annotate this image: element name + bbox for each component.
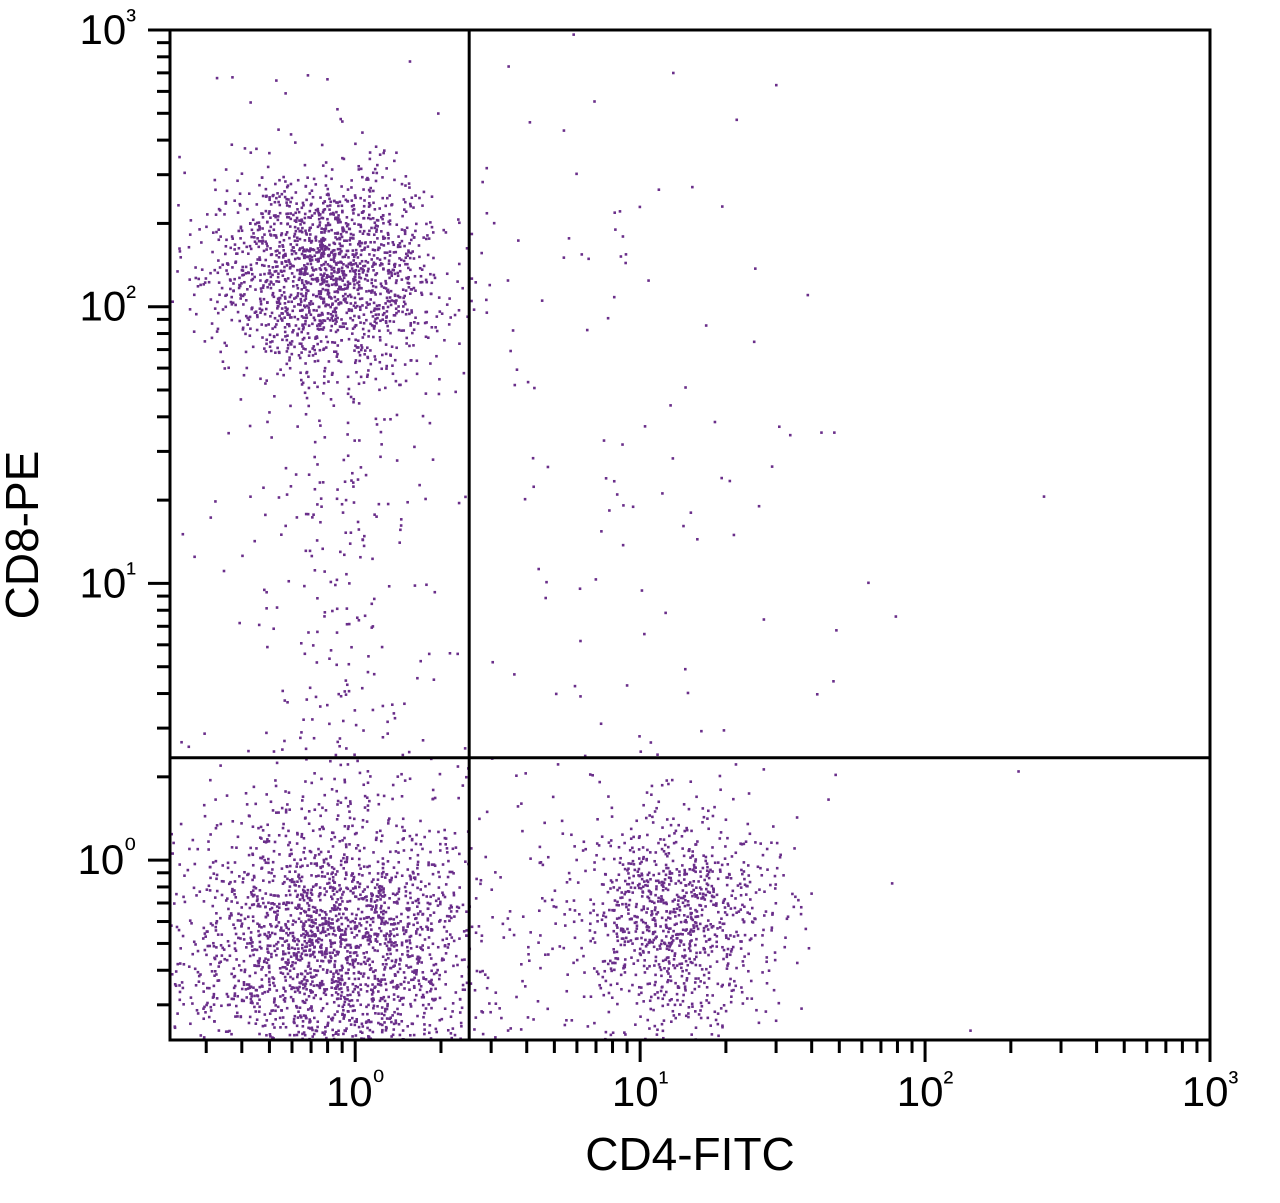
y-axis-label: CD8-PE: [0, 451, 48, 620]
flow-cytometry-scatter: 10⁰10¹10²10³10⁰10¹10²10³CD4-FITCCD8-PE: [0, 0, 1280, 1203]
x-axis-label: CD4-FITC: [585, 1128, 795, 1180]
scatter-svg: 10⁰10¹10²10³10⁰10¹10²10³CD4-FITCCD8-PE: [0, 0, 1280, 1203]
